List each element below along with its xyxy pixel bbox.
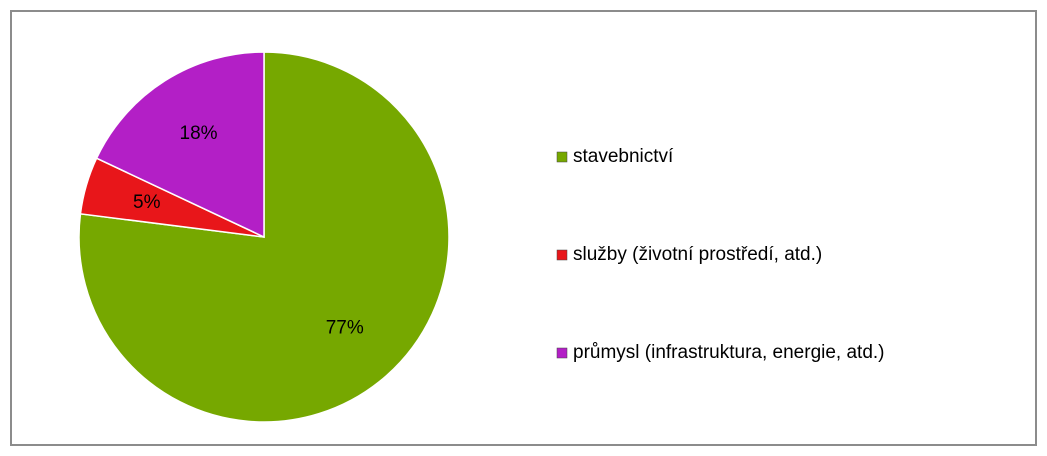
legend-marker [556, 151, 568, 163]
pie-label: 18% [180, 123, 218, 144]
pie-label: 77% [326, 318, 364, 339]
legend-label: průmysl (infrastruktura, energie, atd.) [573, 342, 885, 363]
legend-marker [556, 347, 568, 359]
legend-label: služby (životní prostředí, atd.) [573, 244, 822, 265]
pie-slice [95, 51, 265, 239]
pie-slice [78, 51, 450, 423]
pie-label: 5% [133, 192, 161, 213]
legend-label: stavebnictví [573, 146, 674, 167]
legend-marker [556, 249, 568, 261]
